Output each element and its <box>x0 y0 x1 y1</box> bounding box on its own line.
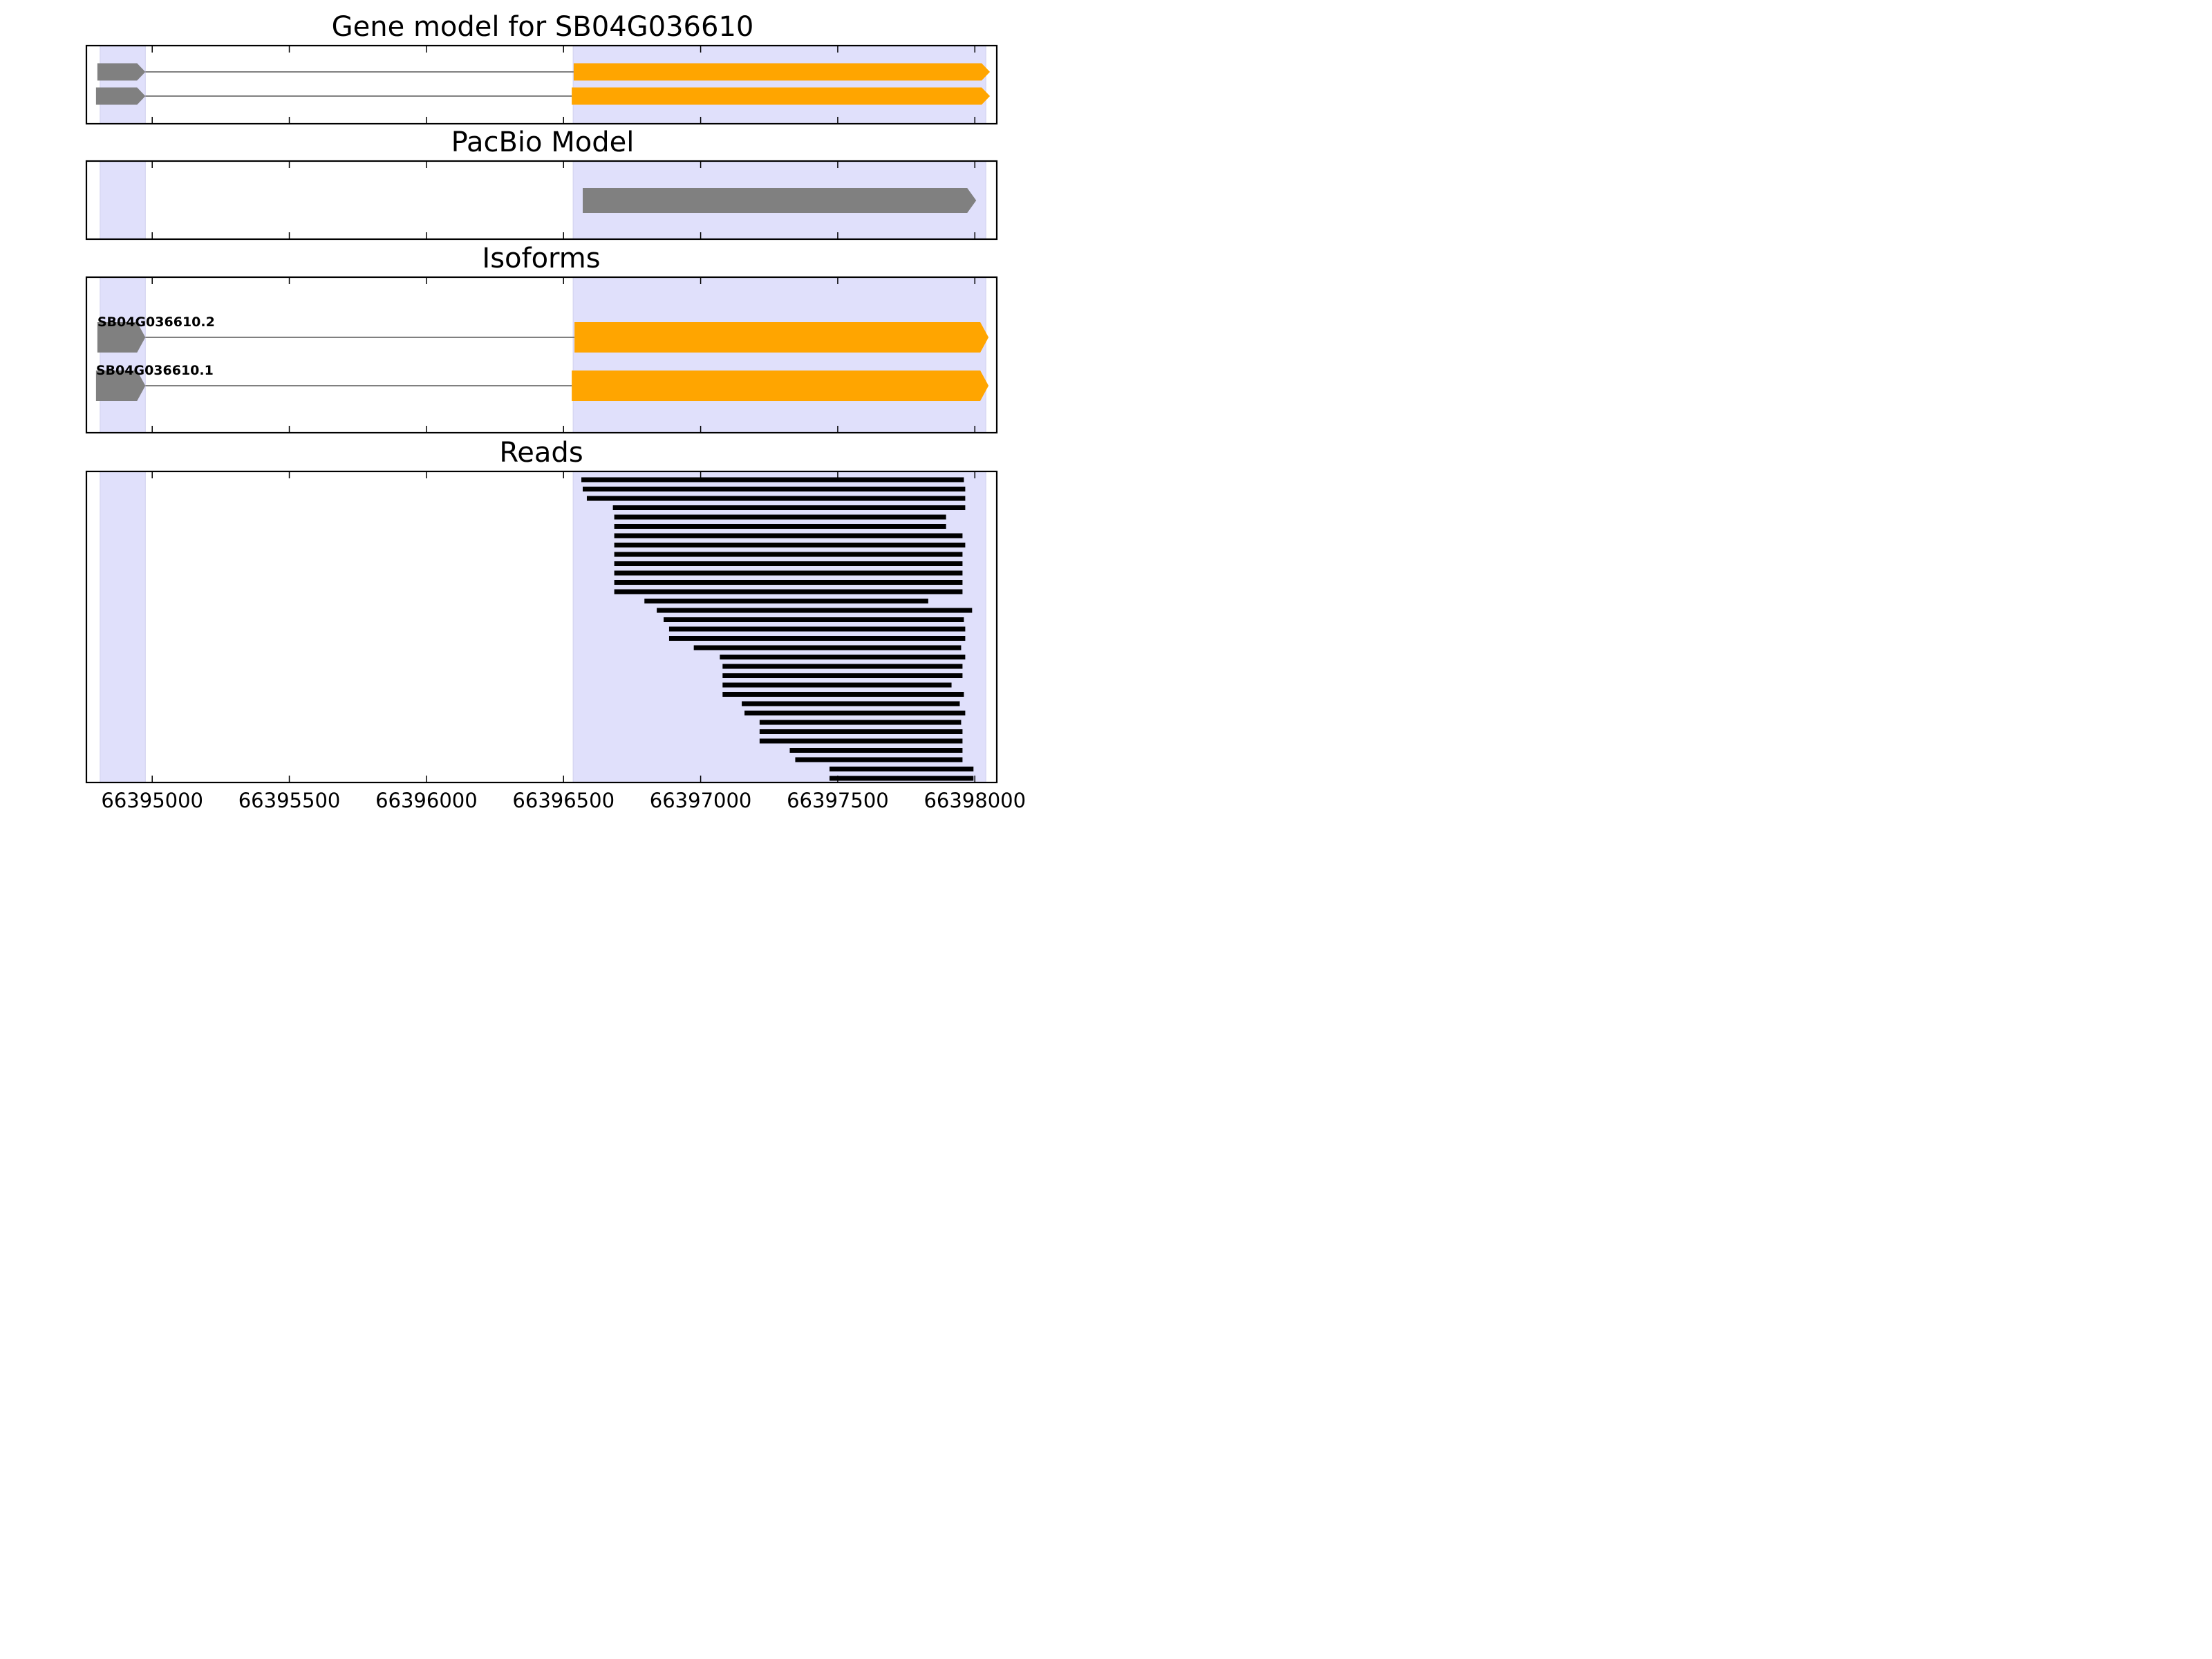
cds-exon <box>574 322 989 353</box>
read-bar <box>644 599 928 603</box>
exon-region-shade-0 <box>100 45 146 124</box>
panel-title-reads: Reads <box>499 437 583 469</box>
exon-region-shade-1 <box>572 276 986 433</box>
exon-region-shade-0 <box>100 160 146 240</box>
read-bar <box>795 757 963 762</box>
panel-reads: Reads <box>85 437 998 784</box>
panel-isoforms: Isoforms SB04G036610.2 SB04G036610.1 <box>85 243 998 434</box>
panel-reads-frame <box>85 470 998 784</box>
read-bar <box>581 477 964 482</box>
read-bar <box>759 720 962 725</box>
read-bar <box>664 617 964 622</box>
exon-region-shade-0 <box>100 276 146 433</box>
read-bar <box>742 701 960 706</box>
exon-region-shade-0 <box>100 471 146 783</box>
read-bar <box>759 729 963 734</box>
cds-exon <box>572 371 989 401</box>
read-bar <box>612 505 966 510</box>
x-tick-label: 66395500 <box>238 789 341 810</box>
panel-title-isoforms: Isoforms <box>482 243 600 274</box>
read-bar <box>668 626 966 632</box>
read-bar <box>759 738 963 744</box>
read-bar <box>614 589 963 594</box>
utr-exon <box>97 63 146 81</box>
panel-gene-model-frame <box>85 44 998 125</box>
panel-pacbio-model: PacBio Model <box>85 126 998 241</box>
read-bar <box>614 561 963 566</box>
isoform-label: SB04G036610.1 <box>96 363 214 378</box>
exon-region-shade-1 <box>572 45 986 124</box>
read-bar <box>583 487 966 491</box>
read-bar <box>830 767 974 771</box>
read-bar <box>722 692 964 697</box>
read-bar <box>722 664 963 669</box>
panel-isoforms-frame <box>85 276 998 434</box>
read-bar <box>614 514 946 520</box>
x-axis-ticks: 66395000 66395500 66396000 66396500 66397000… <box>101 46 1026 810</box>
gene-model-figure: Gene model for SB04G036610 PacBio Model … <box>85 11 1026 810</box>
x-tick-label: 66396000 <box>375 789 478 810</box>
read-bar <box>614 570 963 576</box>
read-bar <box>789 748 963 753</box>
cds-exon <box>573 63 991 81</box>
panel-reads-content <box>100 471 986 783</box>
x-tick-label: 66396500 <box>512 789 615 810</box>
read-bar <box>614 524 946 529</box>
panel-isoforms-content: SB04G036610.2 SB04G036610.1 <box>95 276 989 433</box>
utr-exon <box>95 371 146 401</box>
utr-exon <box>97 322 146 353</box>
read-bar <box>744 711 966 715</box>
isoform-label: SB04G036610.2 <box>97 315 215 330</box>
read-bar <box>830 776 974 781</box>
panel-pacbio-model-frame <box>85 160 998 241</box>
read-bar <box>614 552 963 557</box>
read-bar <box>614 580 963 585</box>
cds-exon <box>572 87 991 105</box>
read-bar <box>668 636 966 641</box>
read-bar <box>722 673 963 678</box>
x-tick-label: 66397500 <box>787 789 889 810</box>
read-bar <box>614 543 966 547</box>
panel-title-pacbio: PacBio Model <box>451 126 635 158</box>
read-bar <box>614 533 963 538</box>
panel-title-gene-model: Gene model for SB04G036610 <box>332 11 754 43</box>
panel-pacbio-model-content <box>100 160 986 240</box>
read-bar <box>720 655 966 659</box>
utr-exon <box>95 87 146 105</box>
x-tick-label: 66395000 <box>101 789 203 810</box>
x-tick-label: 66398000 <box>924 789 1026 810</box>
x-tick-label: 66397000 <box>650 789 752 810</box>
read-bar <box>693 645 962 650</box>
read-bar <box>586 496 966 501</box>
read-bar <box>657 608 973 613</box>
utr-exon <box>583 188 977 213</box>
panel-gene-model-content <box>95 45 991 124</box>
read-bar <box>722 682 952 688</box>
panel-gene-model: Gene model for SB04G036610 <box>85 11 998 125</box>
